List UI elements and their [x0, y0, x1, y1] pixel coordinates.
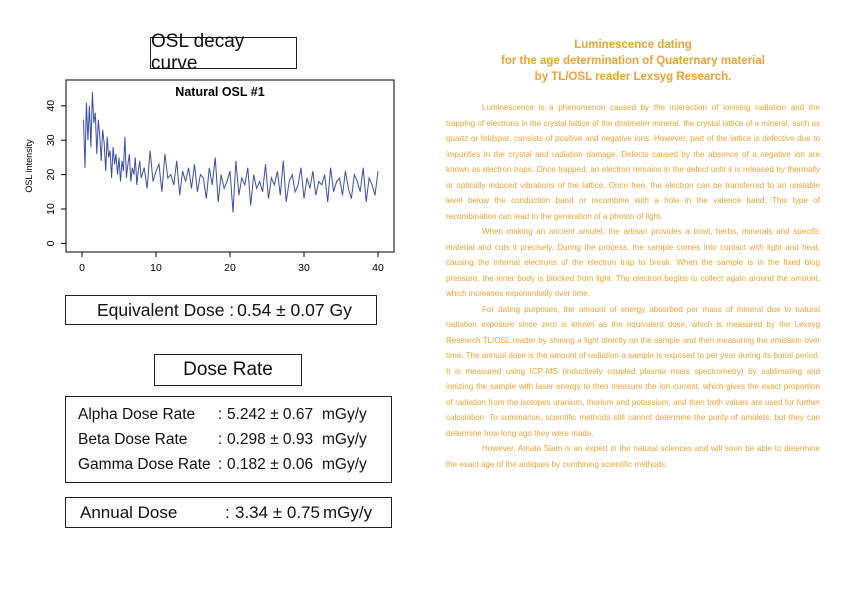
equivalent-dose-value: 0.54 ± 0.07 Gy — [237, 299, 352, 320]
description-title: Luminescence dating for the age determin… — [446, 37, 820, 85]
rate-value: 5.242 ± 0.67 — [227, 406, 314, 423]
annual-dose-colon: : — [225, 502, 230, 522]
y-tick-label: 40 — [45, 100, 57, 112]
plot-frame — [65, 79, 395, 253]
description-paragraph: Luminescence is a phenomenon caused by t… — [446, 103, 820, 221]
rate-unit: mGy/y — [322, 456, 367, 473]
annual-dose-box: Annual Dose : 3.34 ± 0.75 mGy/y — [65, 497, 392, 528]
osl-chart-svg: Natural OSL #1 0 10 20 30 40 0 10 20 30 40 OSL inte… — [24, 79, 395, 274]
dose-rates-box: Alpha Dose Rate : 5.242 ± 0.67 mGy/y Bet… — [65, 396, 392, 483]
rate-colon: : — [218, 406, 223, 423]
x-tick-label: 0 — [79, 262, 85, 274]
description-title-line: by TL/OSL reader Lexsyg Research. — [534, 71, 732, 83]
annual-dose-value: 3.34 ± 0.75 — [235, 502, 320, 522]
x-tick-label: 20 — [224, 262, 236, 274]
rate-colon: : — [218, 431, 223, 448]
alpha-dose-rate-row: Alpha Dose Rate : 5.242 ± 0.67 mGy/y — [78, 403, 367, 427]
gamma-dose-rate-row: Gamma Dose Rate : 0.182 ± 0.06 mGy/y — [78, 453, 367, 477]
chart-title: Natural OSL #1 — [175, 85, 264, 99]
description-column: Luminescence dating for the age determin… — [446, 37, 820, 472]
rate-name: Alpha Dose Rate — [78, 406, 196, 423]
equivalent-dose-label: Equivalent Dose : — [97, 299, 235, 320]
rate-unit: mGy/y — [322, 406, 367, 423]
dose-rate-title: Dose Rate — [154, 354, 302, 386]
y-tick-label: 20 — [45, 169, 57, 181]
rate-value: 0.298 ± 0.93 — [227, 431, 314, 448]
description-title-line: for the age determination of Quaternary … — [501, 55, 765, 67]
x-tick-label: 10 — [150, 262, 162, 274]
y-tick-label: 0 — [45, 240, 57, 246]
osl-chart: Natural OSL #1 0 10 20 30 40 0 10 20 30 40 OSL inte… — [18, 75, 398, 295]
description-paragraph: When making an ancient amulet, the artis… — [446, 227, 820, 298]
description-paragraph: For dating purposes, the amount of energ… — [446, 304, 820, 438]
rate-colon: : — [218, 456, 223, 473]
osl-decay-title: OSL decay curve — [150, 31, 297, 74]
y-axis-label: OSL intensity — [24, 139, 34, 193]
x-tick-label: 30 — [298, 262, 310, 274]
description-title-line: Luminescence dating — [574, 39, 692, 51]
beta-dose-rate-row: Beta Dose Rate : 0.298 ± 0.93 mGy/y — [78, 428, 367, 452]
osl-series-line — [83, 91, 379, 213]
dose-rate-title-text: Dose Rate — [183, 359, 273, 380]
x-tick-label: 40 — [372, 262, 384, 274]
osl-decay-title-text: OSL decay curve — [151, 31, 245, 74]
y-tick-label: 30 — [45, 134, 57, 146]
rate-value: 0.182 ± 0.06 — [227, 456, 314, 473]
rate-name: Gamma Dose Rate — [78, 456, 211, 473]
rate-unit: mGy/y — [322, 431, 367, 448]
description-paragraph: However, Amata Siam is an expert in the … — [446, 444, 820, 469]
equivalent-dose-box: Equivalent Dose : 0.54 ± 0.07 Gy — [65, 295, 377, 325]
annual-dose-label: Annual Dose — [80, 502, 178, 522]
y-tick-label: 10 — [45, 203, 57, 215]
annual-dose-unit: mGy/y — [323, 502, 373, 522]
rate-name: Beta Dose Rate — [78, 431, 188, 448]
